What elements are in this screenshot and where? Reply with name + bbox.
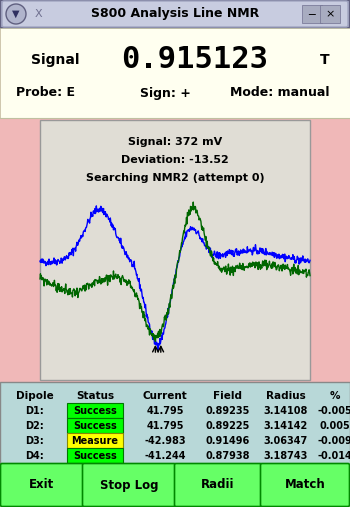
- Circle shape: [6, 4, 26, 24]
- Bar: [67, 448, 123, 463]
- Bar: [320, 5, 340, 23]
- Text: 0.005: 0.005: [320, 421, 350, 431]
- FancyBboxPatch shape: [175, 463, 261, 506]
- Text: Radii: Radii: [201, 479, 235, 491]
- Text: -42.983: -42.983: [144, 436, 186, 446]
- Text: %: %: [330, 391, 340, 401]
- Text: Probe: E: Probe: E: [15, 87, 75, 99]
- Bar: [0, 0, 350, 28]
- Text: Measure: Measure: [71, 436, 119, 446]
- Text: ×: ×: [325, 9, 335, 19]
- Bar: [0, 28, 350, 118]
- Text: Searching NMR2 (attempt 0): Searching NMR2 (attempt 0): [86, 173, 264, 183]
- Text: Match: Match: [285, 479, 326, 491]
- Text: Signal: Signal: [31, 53, 79, 67]
- FancyBboxPatch shape: [83, 463, 175, 506]
- Bar: [40, 120, 310, 380]
- Text: 0.915123: 0.915123: [121, 46, 268, 75]
- Text: ─: ─: [309, 9, 315, 19]
- Text: 3.14142: 3.14142: [264, 421, 308, 431]
- Text: Success: Success: [73, 451, 117, 461]
- Text: D2:: D2:: [26, 421, 44, 431]
- Bar: [302, 5, 322, 23]
- Text: Signal: 372 mV: Signal: 372 mV: [128, 137, 222, 147]
- Text: Dipole: Dipole: [16, 391, 54, 401]
- Text: 0.89235: 0.89235: [206, 406, 250, 416]
- FancyBboxPatch shape: [0, 463, 84, 506]
- Text: 41.795: 41.795: [146, 421, 184, 431]
- Text: Radius: Radius: [266, 391, 306, 401]
- Text: -41.244: -41.244: [144, 451, 186, 461]
- FancyBboxPatch shape: [2, 1, 348, 27]
- Text: -0.014: -0.014: [318, 451, 350, 461]
- Text: -0.005: -0.005: [318, 406, 350, 416]
- Text: Sign: +: Sign: +: [140, 87, 190, 99]
- Bar: [0, 118, 350, 382]
- Text: S800 Analysis Line NMR: S800 Analysis Line NMR: [91, 8, 259, 20]
- Bar: [67, 403, 123, 418]
- Text: Success: Success: [73, 421, 117, 431]
- Text: T: T: [320, 53, 330, 67]
- Text: 41.795: 41.795: [146, 406, 184, 416]
- Text: Stop Log: Stop Log: [100, 479, 158, 491]
- Text: 3.06347: 3.06347: [264, 436, 308, 446]
- Text: Deviation: -13.52: Deviation: -13.52: [121, 155, 229, 165]
- Text: 0.89225: 0.89225: [206, 421, 250, 431]
- FancyBboxPatch shape: [260, 463, 350, 506]
- Text: Mode: manual: Mode: manual: [230, 87, 330, 99]
- Text: -0.009: -0.009: [318, 436, 350, 446]
- Text: Current: Current: [143, 391, 187, 401]
- Text: Status: Status: [76, 391, 114, 401]
- Bar: [67, 433, 123, 448]
- Text: 3.18743: 3.18743: [264, 451, 308, 461]
- Text: Exit: Exit: [29, 479, 55, 491]
- Text: D1:: D1:: [26, 406, 44, 416]
- Bar: [0, 382, 350, 465]
- Text: D3:: D3:: [26, 436, 44, 446]
- Bar: [67, 418, 123, 433]
- Text: Success: Success: [73, 406, 117, 416]
- Text: 0.91496: 0.91496: [206, 436, 250, 446]
- Text: 3.14108: 3.14108: [264, 406, 308, 416]
- Text: Field: Field: [214, 391, 243, 401]
- Text: D4:: D4:: [26, 451, 44, 461]
- Text: ▼: ▼: [12, 9, 20, 19]
- Text: 0.87938: 0.87938: [206, 451, 250, 461]
- Text: X: X: [34, 9, 42, 19]
